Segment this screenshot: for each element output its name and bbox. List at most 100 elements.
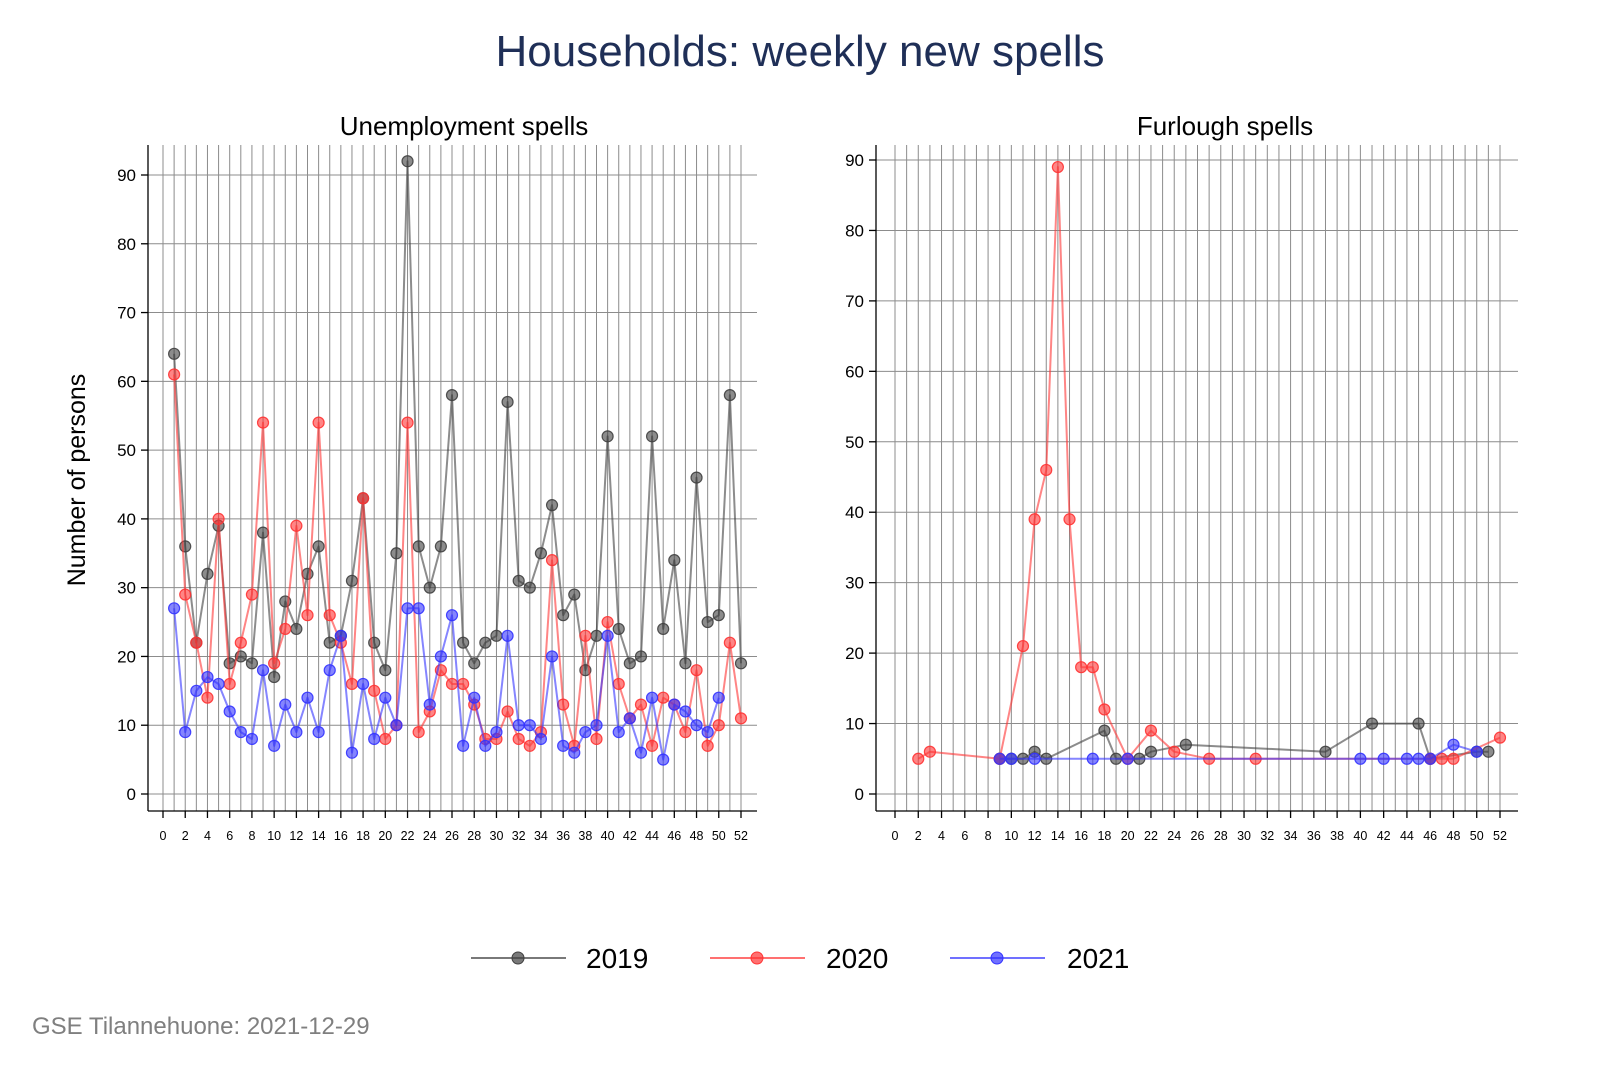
point-furlough-2021 xyxy=(1005,752,1018,765)
point-unemp-2019 xyxy=(634,650,648,663)
point-unemp-2020 xyxy=(634,698,648,711)
point-unemp-2020 xyxy=(312,416,325,429)
y-tick-label: 60 xyxy=(845,362,864,381)
x-tick-label: 36 xyxy=(556,829,570,843)
point-unemp-2019 xyxy=(390,547,403,560)
point-unemp-2019 xyxy=(201,567,214,581)
y-tick-label: 50 xyxy=(117,441,136,460)
y-tick-label: 70 xyxy=(845,292,864,311)
point-unemp-2021 xyxy=(268,739,281,752)
point-unemp-2019 xyxy=(534,547,548,560)
series-line-furlough-2019 xyxy=(999,722,1489,760)
point-unemp-2020 xyxy=(612,677,625,691)
point-unemp-2020 xyxy=(579,629,592,642)
point-unemp-2020 xyxy=(657,691,670,704)
x-tick-label: 42 xyxy=(1377,829,1391,843)
y-tick-label: 80 xyxy=(117,235,136,254)
point-furlough-2021 xyxy=(1447,738,1460,751)
point-unemp-2020 xyxy=(345,677,359,691)
legend: 2019 2020 2021 xyxy=(471,943,1129,974)
point-unemp-2021 xyxy=(168,602,181,615)
point-unemp-2021 xyxy=(290,725,303,739)
point-unemp-2019 xyxy=(568,588,581,601)
y-tick-label: 20 xyxy=(117,647,136,666)
point-unemp-2020 xyxy=(523,739,536,752)
legend-item-2020: 2020 xyxy=(710,943,888,974)
point-unemp-2019 xyxy=(657,622,670,636)
legend-item-2019: 2019 xyxy=(471,943,648,974)
point-unemp-2020 xyxy=(545,554,559,567)
point-unemp-2019 xyxy=(612,622,625,636)
y-tick-label: 80 xyxy=(845,221,864,240)
x-tick-label: 28 xyxy=(1214,829,1228,843)
point-unemp-2019 xyxy=(245,657,259,670)
point-unemp-2019 xyxy=(323,636,336,649)
point-furlough-2021 xyxy=(993,752,1006,765)
point-unemp-2021 xyxy=(201,670,214,684)
point-unemp-2021 xyxy=(212,677,225,691)
x-tick-label: 16 xyxy=(1074,829,1088,843)
point-unemp-2020 xyxy=(601,615,614,629)
point-unemp-2021 xyxy=(279,698,292,711)
point-unemp-2021 xyxy=(334,629,347,642)
y-tick-label: 90 xyxy=(117,166,136,185)
point-furlough-2020 xyxy=(1028,513,1041,526)
point-unemp-2021 xyxy=(668,698,681,711)
point-furlough-2021 xyxy=(1470,745,1483,758)
point-furlough-2020 xyxy=(1144,724,1158,737)
point-unemp-2019 xyxy=(512,574,525,587)
legend-label-2019: 2019 xyxy=(586,943,648,974)
point-unemp-2021 xyxy=(601,629,614,642)
x-tick-label: 38 xyxy=(578,829,592,843)
x-tick-label: 32 xyxy=(512,829,526,843)
y-tick-label: 0 xyxy=(127,785,136,804)
point-unemp-2021 xyxy=(479,739,492,752)
point-unemp-2019 xyxy=(701,615,714,629)
point-unemp-2020 xyxy=(690,664,703,677)
x-tick-label: 36 xyxy=(1307,829,1321,843)
point-unemp-2019 xyxy=(712,609,725,622)
legend-marker-2020 xyxy=(750,951,764,965)
point-furlough-2021 xyxy=(1028,752,1041,765)
x-tick-label: 48 xyxy=(690,829,704,843)
point-furlough-2020 xyxy=(1493,731,1507,744)
x-tick-label: 20 xyxy=(378,829,392,843)
point-furlough-2020 xyxy=(1086,661,1099,674)
point-furlough-2021 xyxy=(1086,752,1099,765)
point-unemp-2019 xyxy=(679,657,692,670)
x-tick-label: 40 xyxy=(601,829,615,843)
x-tick-label: 10 xyxy=(1004,829,1018,843)
point-furlough-2020 xyxy=(1063,513,1076,526)
x-tick-label: 52 xyxy=(1493,829,1507,843)
point-furlough-2019 xyxy=(1482,745,1495,758)
x-tick-label: 4 xyxy=(204,829,211,843)
x-tick-label: 6 xyxy=(961,829,968,843)
x-tick-label: 44 xyxy=(1400,829,1414,843)
x-tick-label: 52 xyxy=(734,829,748,843)
point-unemp-2020 xyxy=(290,519,303,532)
x-tick-label: 44 xyxy=(645,829,659,843)
x-tick-label: 22 xyxy=(1144,829,1158,843)
point-unemp-2019 xyxy=(457,636,470,649)
point-unemp-2021 xyxy=(345,746,359,759)
point-unemp-2021 xyxy=(523,719,536,732)
point-unemp-2021 xyxy=(690,719,703,732)
point-unemp-2021 xyxy=(234,725,247,739)
point-unemp-2021 xyxy=(368,732,381,746)
y-tick-label: 30 xyxy=(117,579,136,598)
point-unemp-2021 xyxy=(590,719,603,732)
y-tick-label: 70 xyxy=(117,304,136,323)
point-unemp-2020 xyxy=(501,705,514,718)
point-unemp-2020 xyxy=(223,677,236,691)
point-unemp-2021 xyxy=(468,691,481,704)
point-unemp-2020 xyxy=(190,636,203,649)
panel-title-unemployment: Unemployment spells xyxy=(340,111,589,141)
point-unemp-2020 xyxy=(457,677,470,691)
point-unemp-2021 xyxy=(356,677,370,691)
panel-title-furlough: Furlough spells xyxy=(1137,111,1313,141)
point-furlough-2021 xyxy=(1354,752,1367,765)
x-tick-label: 10 xyxy=(267,829,281,843)
point-furlough-2020 xyxy=(1168,745,1181,758)
point-unemp-2019 xyxy=(379,664,392,677)
